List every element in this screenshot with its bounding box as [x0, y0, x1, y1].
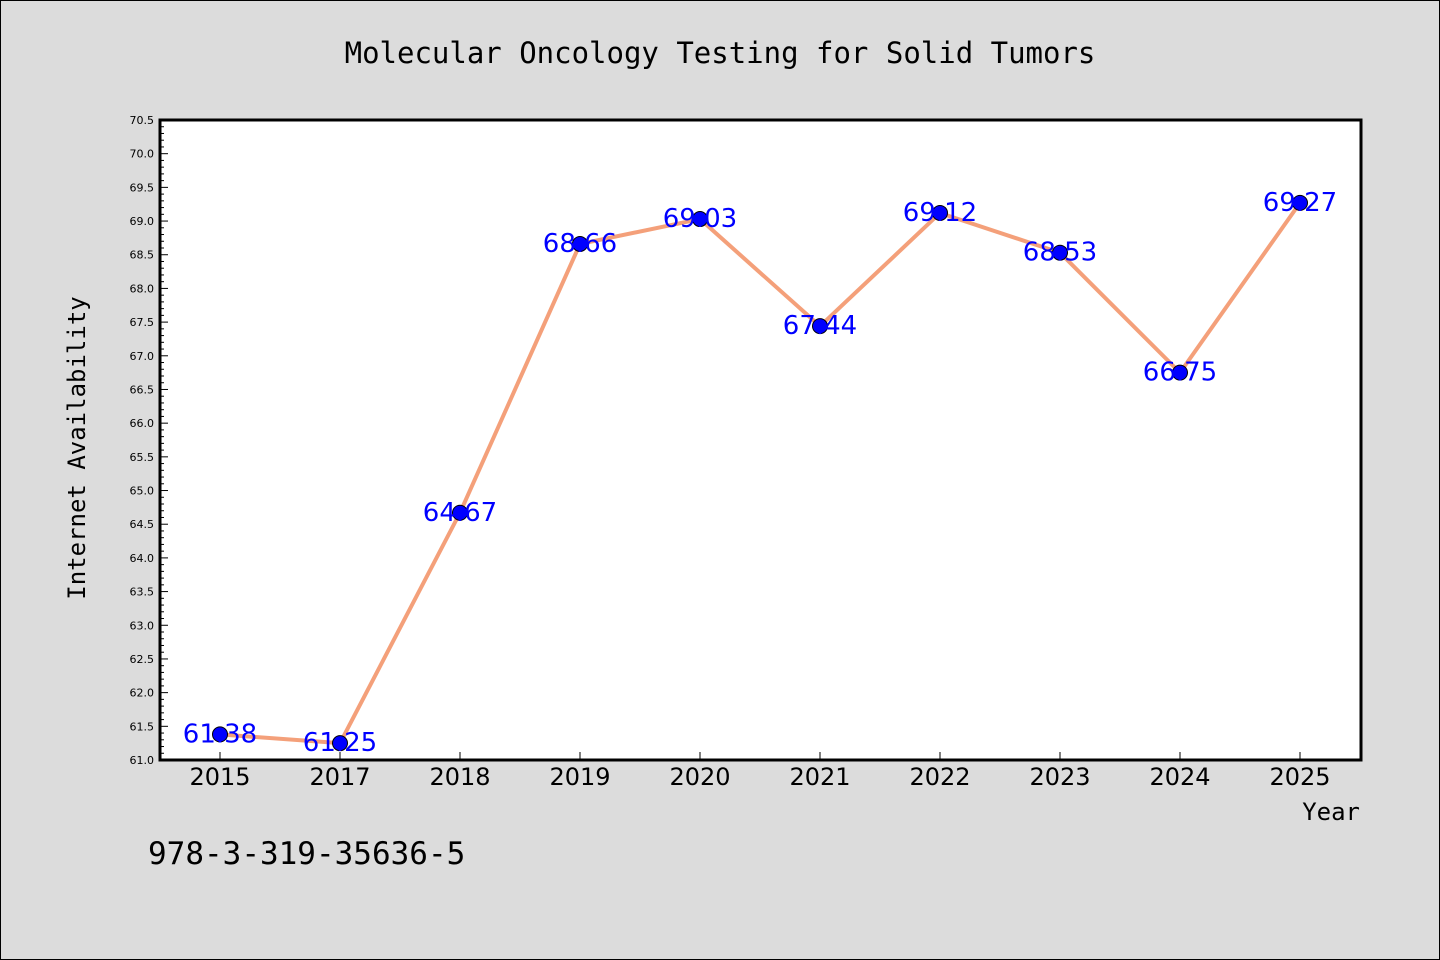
x-tick-label: 2023: [1029, 763, 1090, 791]
y-axis-label: Internet Availability: [63, 296, 91, 599]
data-point: [1052, 244, 1068, 261]
y-tick-label: 66.5: [130, 383, 155, 396]
y-tick-label: 62.5: [130, 653, 155, 666]
y-tick-label: 68.5: [130, 249, 155, 262]
data-point: [692, 211, 708, 228]
data-label: 66.75: [1143, 358, 1217, 388]
chart-title: Molecular Oncology Testing for Solid Tum…: [345, 36, 1096, 70]
x-tick-label: 2020: [669, 763, 730, 791]
x-tick-label: 2015: [189, 763, 250, 791]
x-tick-label: 2025: [1269, 763, 1330, 791]
y-tick-label: 62.0: [130, 687, 155, 700]
y-tick-label: 69.5: [130, 181, 155, 194]
data-label: 61.38: [183, 719, 257, 749]
data-label: 69.12: [903, 198, 977, 228]
x-tick-label: 2022: [909, 763, 970, 791]
y-tick-label: 66.0: [130, 417, 155, 430]
data-label: 69.27: [1263, 188, 1337, 218]
y-tick-label: 65.5: [130, 451, 155, 464]
y-tick-label: 63.5: [130, 586, 155, 599]
data-point: [572, 235, 588, 252]
plot-area: [160, 120, 1361, 760]
data-point: [1292, 194, 1308, 211]
data-label: 61.25: [303, 728, 377, 758]
isbn-footer: 978-3-319-35636-5: [148, 836, 465, 872]
x-tick-label: 2019: [549, 763, 610, 791]
y-tick-label: 63.0: [130, 619, 155, 632]
data-label: 67.44: [783, 311, 857, 341]
data-point: [812, 318, 828, 335]
data-point: [332, 735, 348, 752]
y-tick-label: 64.5: [130, 518, 155, 531]
data-label: 68.66: [543, 229, 617, 259]
data-point: [452, 504, 468, 521]
x-tick-label: 2017: [309, 763, 370, 791]
y-tick-label: 67.0: [130, 350, 155, 363]
series-line: [219, 201, 1302, 746]
data-label: 68.53: [1023, 238, 1097, 268]
y-tick-label: 61.5: [130, 720, 155, 733]
y-tick-label: 68.0: [130, 282, 155, 295]
data-point: [1172, 364, 1188, 381]
data-point: [212, 726, 228, 743]
data-label: 64.67: [423, 498, 497, 528]
y-tick-label: 69.0: [130, 215, 155, 228]
y-tick-label: 70.0: [130, 148, 155, 161]
y-tick-label: 65.0: [130, 485, 155, 498]
y-tick-label: 61.0: [130, 754, 155, 767]
x-tick-label: 2024: [1149, 763, 1210, 791]
y-axis-ticks: 61.0 61.5 62.0 62.5 63.0 63.5 64.0 64.5 65.0 65.5…: [130, 114, 168, 767]
x-axis-ticks: 2015 2017 2018 2019 2020 2021 2022 2023 2024 2025: [189, 752, 1331, 791]
y-tick-label: 70.5: [130, 114, 155, 127]
x-tick-label: 2021: [789, 763, 850, 791]
x-axis-label: Year: [1302, 798, 1360, 826]
data-point: [932, 204, 948, 221]
y-tick-label: 64.0: [130, 552, 155, 565]
plot-frame: [158, 118, 1363, 762]
series-layer: 61.38 61.25 64.67 68.66 69.03 67.44 69.12 68.53…: [183, 188, 1337, 758]
x-tick-label: 2018: [429, 763, 490, 791]
data-label: 69.03: [663, 204, 737, 234]
y-tick-label: 67.5: [130, 316, 155, 329]
